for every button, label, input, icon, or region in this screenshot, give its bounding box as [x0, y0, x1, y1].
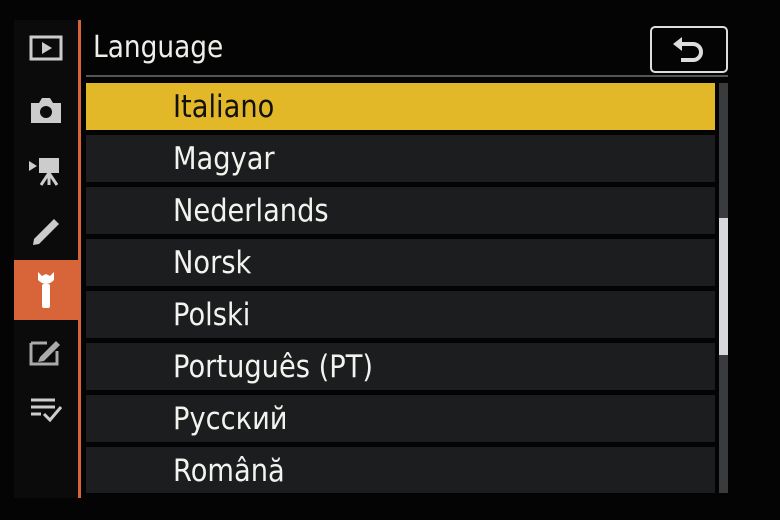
movie-icon	[29, 158, 59, 186]
list-item-russian[interactable]: Русский	[86, 395, 715, 442]
tab-custom-settings[interactable]	[14, 205, 78, 257]
list-item-polski[interactable]: Polski	[86, 291, 715, 338]
playback-icon	[29, 35, 63, 61]
tab-photo-shooting[interactable]	[14, 84, 78, 136]
scrollbar-thumb[interactable]	[719, 218, 728, 355]
tab-playback[interactable]	[14, 22, 78, 74]
pencil-icon	[33, 219, 59, 245]
list-item-label: Italiano	[173, 89, 275, 125]
tab-movie-shooting[interactable]	[14, 145, 78, 197]
list-item-label: Português (PT)	[173, 349, 374, 385]
list-item-italiano[interactable]: Italiano	[86, 83, 715, 130]
back-button[interactable]	[650, 26, 728, 73]
list-item-norsk[interactable]: Norsk	[86, 239, 715, 286]
list-item-magyar[interactable]: Magyar	[86, 135, 715, 182]
retouch-icon	[29, 341, 60, 366]
list-item-portugues[interactable]: Português (PT)	[86, 343, 715, 390]
tab-retouch[interactable]	[14, 325, 78, 377]
list-item-label: Norsk	[173, 245, 252, 281]
tab-my-menu[interactable]	[14, 383, 78, 435]
list-item-label: Nederlands	[173, 193, 329, 229]
list-item-label: Magyar	[173, 141, 275, 177]
list-item-label: Русский	[173, 401, 288, 437]
camera-icon	[31, 98, 61, 123]
list-item-nederlands[interactable]: Nederlands	[86, 187, 715, 234]
scrollbar[interactable]	[719, 83, 728, 493]
header-divider	[86, 75, 728, 77]
list-item-label: Română	[173, 453, 285, 489]
return-arrow-icon	[673, 36, 703, 62]
wrench-icon	[38, 272, 54, 308]
page-title: Language	[93, 30, 224, 65]
list-item-label: Polski	[173, 297, 251, 333]
list-item-romana[interactable]: Română	[86, 447, 715, 493]
my-menu-icon	[31, 398, 63, 423]
sidebar-divider	[78, 20, 81, 498]
tab-setup[interactable]	[14, 260, 78, 320]
